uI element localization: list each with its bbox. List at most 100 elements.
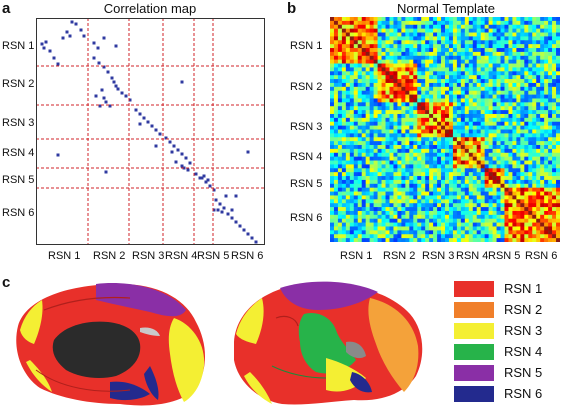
legend-swatch-rsn6 bbox=[454, 386, 494, 402]
matrix-cell bbox=[373, 210, 378, 216]
matrix-cell bbox=[548, 179, 553, 185]
a-row-label-1: RSN 1 bbox=[2, 40, 35, 52]
matrix-cell bbox=[381, 191, 386, 196]
matrix-cell bbox=[540, 230, 545, 235]
matrix-cell bbox=[480, 148, 485, 154]
matrix-cell bbox=[441, 98, 446, 103]
matrix-cell bbox=[512, 102, 517, 107]
correlation-dot bbox=[194, 172, 198, 176]
matrix-cell bbox=[333, 98, 339, 103]
matrix-cell bbox=[333, 48, 339, 53]
matrix-cell bbox=[476, 67, 481, 72]
correlation-dot bbox=[102, 96, 106, 100]
matrix-cell bbox=[480, 214, 485, 220]
matrix-cell bbox=[381, 36, 386, 41]
matrix-cell bbox=[409, 71, 414, 76]
matrix-cell bbox=[349, 20, 355, 26]
matrix-cell bbox=[330, 59, 335, 64]
matrix-cell bbox=[437, 222, 442, 227]
matrix-cell bbox=[361, 129, 366, 134]
matrix-cell bbox=[476, 94, 481, 99]
correlation-dot bbox=[114, 84, 118, 88]
matrix-cell bbox=[393, 110, 398, 115]
matrix-cell bbox=[365, 152, 370, 157]
matrix-cell bbox=[349, 152, 355, 157]
matrix-cell bbox=[556, 106, 560, 111]
matrix-cell bbox=[472, 168, 478, 173]
matrix-cell bbox=[456, 160, 462, 165]
matrix-cell bbox=[421, 59, 426, 64]
matrix-cell bbox=[401, 125, 406, 130]
matrix-cell bbox=[540, 210, 545, 216]
matrix-cell bbox=[492, 238, 497, 242]
matrix-cell bbox=[452, 86, 458, 92]
matrix-cell bbox=[345, 145, 351, 150]
matrix-cell bbox=[536, 234, 541, 239]
matrix-cell bbox=[540, 59, 545, 64]
matrix-cell bbox=[357, 51, 363, 57]
matrix-cell bbox=[492, 36, 497, 41]
matrix-cell bbox=[330, 106, 335, 111]
matrix-cell bbox=[468, 129, 474, 134]
matrix-cell bbox=[401, 172, 406, 177]
matrix-cell bbox=[397, 172, 402, 177]
matrix-cell bbox=[425, 203, 430, 208]
matrix-cell bbox=[500, 98, 505, 103]
matrix-cell bbox=[405, 79, 410, 84]
matrix-cell bbox=[496, 110, 501, 115]
matrix-cell bbox=[516, 145, 521, 150]
matrix-cell bbox=[401, 40, 406, 45]
matrix-cell bbox=[496, 203, 501, 208]
matrix-cell bbox=[496, 168, 501, 173]
matrix-cell bbox=[381, 152, 386, 157]
matrix-cell bbox=[421, 195, 426, 200]
matrix-cell bbox=[417, 90, 422, 95]
matrix-cell bbox=[393, 199, 398, 204]
matrix-cell bbox=[385, 179, 390, 185]
matrix-cell bbox=[377, 195, 382, 200]
matrix-cell bbox=[369, 160, 374, 165]
matrix-cell bbox=[445, 36, 450, 41]
matrix-cell bbox=[425, 183, 430, 188]
matrix-cell bbox=[433, 98, 438, 103]
matrix-cell bbox=[377, 48, 382, 53]
matrix-cell bbox=[381, 145, 386, 150]
matrix-cell bbox=[524, 32, 529, 37]
matrix-cell bbox=[361, 207, 366, 212]
matrix-cell bbox=[540, 113, 545, 119]
matrix-cell bbox=[472, 145, 478, 150]
matrix-cell bbox=[448, 20, 454, 26]
matrix-cell bbox=[413, 32, 418, 37]
matrix-cell bbox=[441, 48, 446, 53]
matrix-cell bbox=[369, 94, 374, 99]
matrix-cell bbox=[357, 63, 363, 68]
matrix-cell bbox=[377, 40, 382, 45]
matrix-cell bbox=[452, 71, 458, 76]
matrix-cell bbox=[393, 152, 398, 157]
matrix-cell bbox=[492, 71, 497, 76]
matrix-cell bbox=[373, 36, 378, 41]
matrix-cell bbox=[385, 141, 390, 146]
matrix-cell bbox=[508, 106, 513, 111]
matrix-cell bbox=[405, 44, 410, 49]
matrix-cell bbox=[381, 226, 386, 231]
matrix-cell bbox=[341, 17, 347, 22]
matrix-cell bbox=[345, 28, 351, 33]
matrix-cell bbox=[401, 59, 406, 64]
matrix-cell bbox=[385, 133, 390, 138]
matrix-cell bbox=[500, 137, 505, 142]
matrix-cell bbox=[480, 156, 485, 161]
matrix-cell bbox=[433, 156, 438, 161]
matrix-cell bbox=[337, 59, 343, 64]
matrix-cell bbox=[405, 164, 410, 169]
matrix-cell bbox=[333, 121, 339, 126]
matrix-cell bbox=[389, 179, 394, 185]
matrix-cell bbox=[429, 90, 434, 95]
matrix-cell bbox=[373, 176, 378, 181]
matrix-cell bbox=[425, 106, 430, 111]
matrix-cell bbox=[484, 106, 489, 111]
matrix-cell bbox=[389, 110, 394, 115]
matrix-cell bbox=[421, 156, 426, 161]
matrix-cell bbox=[425, 98, 430, 103]
matrix-cell bbox=[548, 218, 553, 223]
